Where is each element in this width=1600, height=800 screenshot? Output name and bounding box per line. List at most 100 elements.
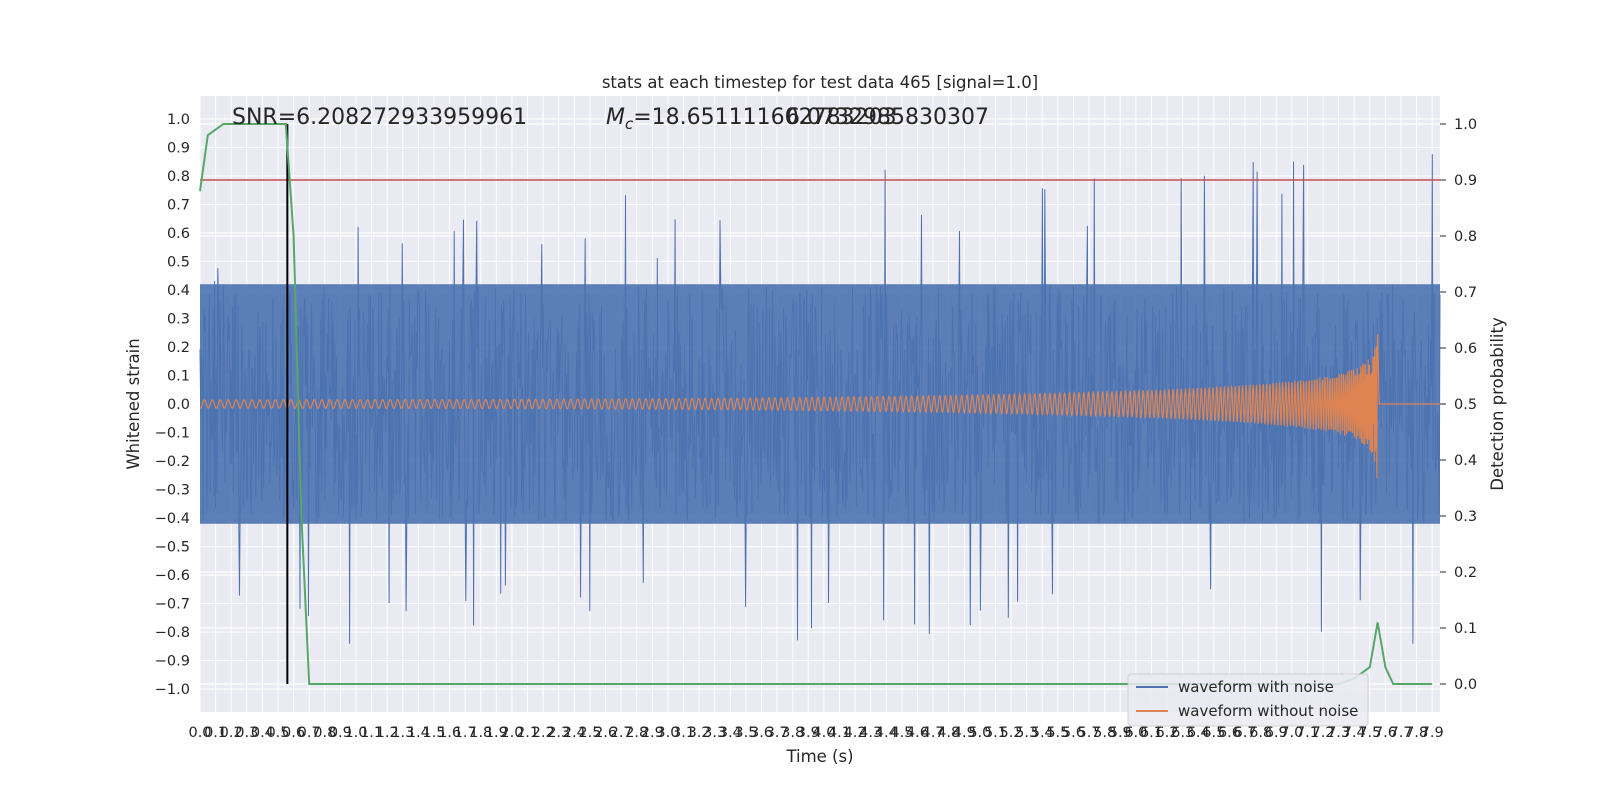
x-tick-label: 5.7 bbox=[1078, 725, 1101, 741]
x-tick-label: 4.0 bbox=[812, 725, 835, 741]
x-tick-label: 2.8 bbox=[625, 725, 648, 741]
left-tick-label: 0.7 bbox=[167, 197, 190, 213]
x-tick-label: 4.2 bbox=[844, 725, 867, 741]
series-waveform-without-noise bbox=[199, 334, 1440, 479]
left-tick-label: −0.8 bbox=[155, 625, 190, 641]
x-tick-label: 5.1 bbox=[984, 725, 1007, 741]
x-tick-label: 3.6 bbox=[750, 725, 773, 741]
x-tick-label: 3.9 bbox=[797, 725, 820, 741]
x-tick-label: 1.8 bbox=[469, 725, 492, 741]
left-tick-label: −1.0 bbox=[155, 682, 190, 698]
left-axis-ticks: −1.0 −0.9 −0.8 −0.7 −0.6 −0.5 −0.4 −0.3 −0.2 −0.1… bbox=[155, 112, 190, 698]
x-tick-label: 1.7 bbox=[454, 725, 477, 741]
x-tick-label: 3.3 bbox=[703, 725, 726, 741]
x-tick-label: 2.2 bbox=[532, 725, 555, 741]
x-tick-label: 1.5 bbox=[422, 725, 445, 741]
left-tick-label: 0.2 bbox=[167, 340, 190, 356]
x-tick-label: 6.2 bbox=[1156, 725, 1179, 741]
right-axis-ticks: 0.0 0.1 0.2 0.3 0.4 0.5 0.6 0.7 0.8 0.9 1.0 bbox=[1440, 117, 1477, 693]
x-tick-label: 2.6 bbox=[594, 725, 617, 741]
x-tick-label: 4.7 bbox=[922, 725, 945, 741]
right-tick-label: 0.6 bbox=[1454, 341, 1477, 357]
x-tick-label: 6.0 bbox=[1124, 725, 1147, 741]
left-tick-label: 0.9 bbox=[167, 140, 190, 156]
x-tick-label: 0.0 bbox=[188, 725, 211, 741]
x-tick-label: 2.7 bbox=[610, 725, 633, 741]
mc-annotation: Mc=18.651111602783203 bbox=[606, 105, 897, 133]
x-tick-label: 3.7 bbox=[766, 725, 789, 741]
right-tick-label: 1.0 bbox=[1454, 117, 1477, 133]
x-tick-label: 2.0 bbox=[500, 725, 523, 741]
left-tick-label: 0.1 bbox=[167, 368, 190, 384]
x-tick-label: 5.6 bbox=[1062, 725, 1085, 741]
right-tick-label: 0.7 bbox=[1454, 285, 1477, 301]
left-tick-label: 0.3 bbox=[167, 311, 190, 327]
x-tick-label: 7.4 bbox=[1343, 725, 1366, 741]
x-tick-label: 7.3 bbox=[1327, 725, 1350, 741]
x-tick-label: 6.9 bbox=[1265, 725, 1288, 741]
x-tick-label: 0.3 bbox=[235, 725, 258, 741]
x-tick-label: 3.4 bbox=[719, 725, 742, 741]
x-tick-label: 0.6 bbox=[282, 725, 305, 741]
x-tick-label: 2.5 bbox=[578, 725, 601, 741]
left-tick-label: −0.3 bbox=[155, 483, 190, 499]
x-tick-label: 0.7 bbox=[298, 725, 321, 741]
right-tick-label: 0.4 bbox=[1454, 453, 1477, 469]
x-tick-label: 6.6 bbox=[1218, 725, 1241, 741]
x-tick-label: 4.5 bbox=[890, 725, 913, 741]
left-tick-label: 0.4 bbox=[167, 283, 190, 299]
x-tick-label: 1.2 bbox=[376, 725, 399, 741]
right-tick-label: 0.0 bbox=[1454, 677, 1477, 693]
legend-box bbox=[1127, 673, 1369, 727]
x-axis-label: Time (s) bbox=[785, 747, 853, 766]
x-tick-label: 0.8 bbox=[313, 725, 336, 741]
overlap-annotation: 6.0732985830307 bbox=[786, 105, 989, 130]
x-tick-label: 2.1 bbox=[516, 725, 539, 741]
x-axis-ticks: 0.00.10.20.30.40.50.60.70.80.91.01.11.21… bbox=[188, 725, 1443, 741]
x-tick-label: 6.5 bbox=[1202, 725, 1225, 741]
x-tick-label: 4.9 bbox=[953, 725, 976, 741]
x-tick-label: 0.1 bbox=[204, 725, 227, 741]
left-tick-label: 0.6 bbox=[167, 226, 190, 242]
x-tick-label: 7.1 bbox=[1296, 725, 1319, 741]
x-tick-label: 7.8 bbox=[1405, 725, 1428, 741]
y-axis-label-left: Whitened strain bbox=[124, 338, 143, 469]
x-tick-label: 3.0 bbox=[656, 725, 679, 741]
x-tick-label: 4.1 bbox=[828, 725, 851, 741]
x-tick-label: 3.8 bbox=[781, 725, 804, 741]
left-tick-label: −0.2 bbox=[155, 454, 190, 470]
x-tick-label: 3.2 bbox=[688, 725, 711, 741]
x-tick-label: 6.7 bbox=[1234, 725, 1257, 741]
x-tick-label: 5.9 bbox=[1109, 725, 1132, 741]
x-tick-label: 4.8 bbox=[937, 725, 960, 741]
x-tick-label: 7.0 bbox=[1280, 725, 1303, 741]
x-tick-label: 0.5 bbox=[266, 725, 289, 741]
x-tick-label: 5.5 bbox=[1046, 725, 1069, 741]
left-tick-label: −0.4 bbox=[155, 511, 190, 527]
legend-label-clean: waveform without noise bbox=[1178, 702, 1358, 720]
chart-title: stats at each timestep for test data 465… bbox=[602, 73, 1038, 92]
left-tick-label: −0.5 bbox=[155, 540, 190, 556]
left-tick-label: 0.5 bbox=[167, 254, 190, 270]
x-tick-label: 1.4 bbox=[407, 725, 430, 741]
right-tick-label: 0.2 bbox=[1454, 565, 1477, 581]
x-tick-label: 1.6 bbox=[438, 725, 461, 741]
left-tick-label: 1.0 bbox=[167, 112, 190, 128]
probability-line bbox=[199, 123, 1433, 685]
x-tick-label: 3.5 bbox=[734, 725, 757, 741]
x-tick-label: 2.3 bbox=[547, 725, 570, 741]
left-tick-label: −0.1 bbox=[155, 426, 190, 442]
x-tick-label: 0.4 bbox=[251, 725, 274, 741]
legend-label-noise: waveform with noise bbox=[1178, 678, 1334, 696]
y-axis-label-right: Detection probability bbox=[1488, 317, 1507, 491]
x-tick-label: 7.5 bbox=[1358, 725, 1381, 741]
legend: waveform with noise waveform without noi… bbox=[1127, 673, 1369, 727]
x-tick-label: 0.2 bbox=[220, 725, 243, 741]
right-tick-label: 0.9 bbox=[1454, 173, 1477, 189]
x-tick-label: 7.2 bbox=[1311, 725, 1334, 741]
x-tick-label: 5.8 bbox=[1093, 725, 1116, 741]
x-tick-label: 1.1 bbox=[360, 725, 383, 741]
right-tick-label: 0.3 bbox=[1454, 509, 1477, 525]
x-tick-label: 3.1 bbox=[672, 725, 695, 741]
